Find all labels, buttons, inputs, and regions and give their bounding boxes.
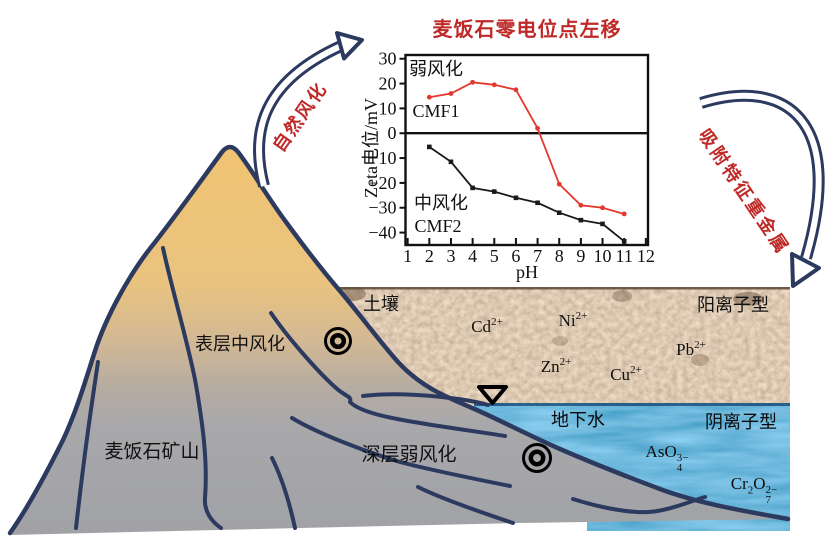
CMF1-point (621, 211, 627, 217)
CMF1-point (578, 202, 584, 208)
surface-weathering-label: 表层中风化 (195, 334, 285, 354)
y-tick-label: −20 (368, 173, 396, 193)
x-tick-label: 2 (425, 246, 434, 266)
y-tick-label: 0 (388, 123, 397, 143)
CMF1-point (426, 94, 432, 100)
CMF1-point (491, 82, 497, 88)
dichromate-ion-label: Cr2O 2− 7 (730, 474, 778, 506)
copper-ion-label: Cu2+ (610, 364, 642, 384)
chart-title: 麦饭石零电位点左移 (432, 19, 622, 41)
CMF1-point (600, 205, 605, 211)
CMF2-point (427, 144, 432, 150)
series1-annotation: 弱风化 (409, 59, 463, 79)
CMF1-point (470, 79, 476, 85)
soil-label: 土壤 (363, 294, 399, 314)
mountain-outline (7, 144, 791, 536)
CMF1-point (448, 91, 454, 96)
x-tick-label: 3 (446, 246, 455, 266)
x-tick-label: 7 (533, 246, 542, 266)
water-table-icon (477, 385, 508, 405)
x-tick-label: 1 (403, 246, 412, 266)
series1-name: CMF1 (412, 101, 460, 121)
anion-type-label: 阴离子型 (705, 412, 777, 432)
deep-weathering-label: 深层弱风化 (361, 444, 457, 466)
chart-y-axis-label: Zeta电位/mV (361, 98, 381, 198)
x-tick-label: 11 (616, 246, 633, 266)
lead-ion-label: Pb2+ (676, 339, 706, 359)
CMF2-point (621, 238, 627, 244)
CMF1-line (429, 81, 625, 215)
x-tick-label: 6 (511, 246, 520, 266)
CMF2-point (556, 210, 562, 216)
y-tick-label: 20 (379, 74, 397, 94)
CMF2-point (491, 189, 497, 194)
y-tick-label: −40 (368, 223, 396, 243)
CMF1-point (535, 125, 540, 131)
series2-name: CMF2 (414, 216, 462, 236)
zinc-ion-label: Zn2+ (540, 356, 572, 376)
plot-area (404, 53, 650, 247)
cadmium-ion-label: Cd2+ (471, 316, 503, 336)
arsenate-ion-label: AsO 3− 4 (645, 442, 689, 474)
CMF2-line (428, 146, 625, 242)
CMF1-point (556, 181, 562, 187)
y-tick-label: 10 (379, 98, 397, 118)
y-tick-label: −30 (368, 198, 396, 218)
x-tick-label: 5 (490, 246, 499, 266)
cation-type-label: 阳离子型 (697, 295, 769, 315)
natural-weathering-arrow (252, 31, 364, 188)
fissure-cracks (74, 246, 707, 530)
CMF2-point (470, 185, 475, 191)
sampling-point-icon (324, 327, 352, 355)
y-tick-label: 30 (379, 49, 397, 69)
nickel-ion-label: Ni2+ (558, 310, 588, 330)
x-tick-label: 12 (637, 246, 655, 266)
x-tick-label: 8 (555, 246, 564, 266)
CMF2-point (448, 159, 454, 165)
x-tick-label: 4 (468, 246, 477, 266)
chart-x-axis-label: pH (516, 262, 538, 282)
CMF2-point (578, 217, 584, 223)
y-tick-label: −10 (368, 148, 396, 168)
x-tick-label: 10 (594, 246, 612, 266)
series2-annotation: 中风化 (414, 193, 468, 213)
mountain-shape (7, 144, 791, 536)
groundwater-label: 地下水 (551, 410, 605, 430)
x-tick-label: 9 (576, 246, 585, 266)
mine-label: 麦饭石矿山 (104, 441, 200, 463)
CMF1-point (513, 87, 519, 93)
adsorption-arrow (699, 89, 825, 288)
CMF2-point (513, 195, 519, 201)
CMF2-point (535, 200, 540, 206)
CMF2-point (600, 221, 605, 227)
sampling-point-icon (522, 443, 552, 473)
